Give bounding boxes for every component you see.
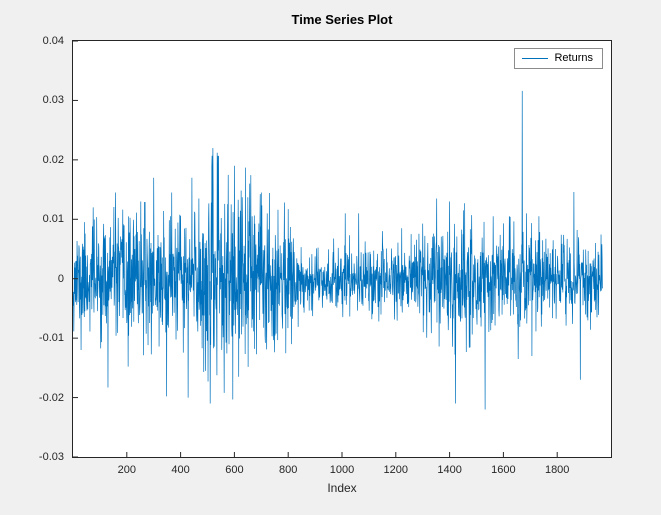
x-axis-tick-label: 200 xyxy=(117,464,136,476)
y-axis-tick-label: 0.04 xyxy=(42,35,64,47)
chart-title: Time Series Plot xyxy=(291,12,393,27)
x-axis-tick-label: 600 xyxy=(225,464,244,476)
legend: Returns xyxy=(514,48,603,69)
x-axis-tick-label: 1400 xyxy=(437,464,462,476)
x-axis-tick-label: 1800 xyxy=(544,464,570,476)
series-line-returns xyxy=(73,90,603,410)
plot-svg xyxy=(73,41,603,457)
legend-label: Returns xyxy=(554,52,593,64)
x-axis-tick-label: 400 xyxy=(171,464,190,476)
y-axis-tick-label: 0 xyxy=(57,272,64,285)
x-axis-label: Index xyxy=(327,481,357,495)
legend-line-sample-icon xyxy=(522,58,549,59)
y-axis-tick-label: -0.01 xyxy=(38,332,64,345)
x-axis-tick-label: 1200 xyxy=(383,464,409,476)
y-axis-tick-label: 0.02 xyxy=(42,153,64,166)
x-axis-tick-label: 1000 xyxy=(329,464,355,476)
plot-area: Returns xyxy=(72,40,612,458)
y-axis-tick-label: 0.01 xyxy=(42,213,64,226)
y-axis-tick-label: 0.03 xyxy=(42,94,64,107)
x-axis-tick-label: 1600 xyxy=(491,464,516,476)
x-axis-tick-label: 800 xyxy=(279,464,298,476)
y-axis-tick-label: -0.03 xyxy=(38,451,64,463)
y-axis-tick-label: -0.02 xyxy=(38,391,64,404)
